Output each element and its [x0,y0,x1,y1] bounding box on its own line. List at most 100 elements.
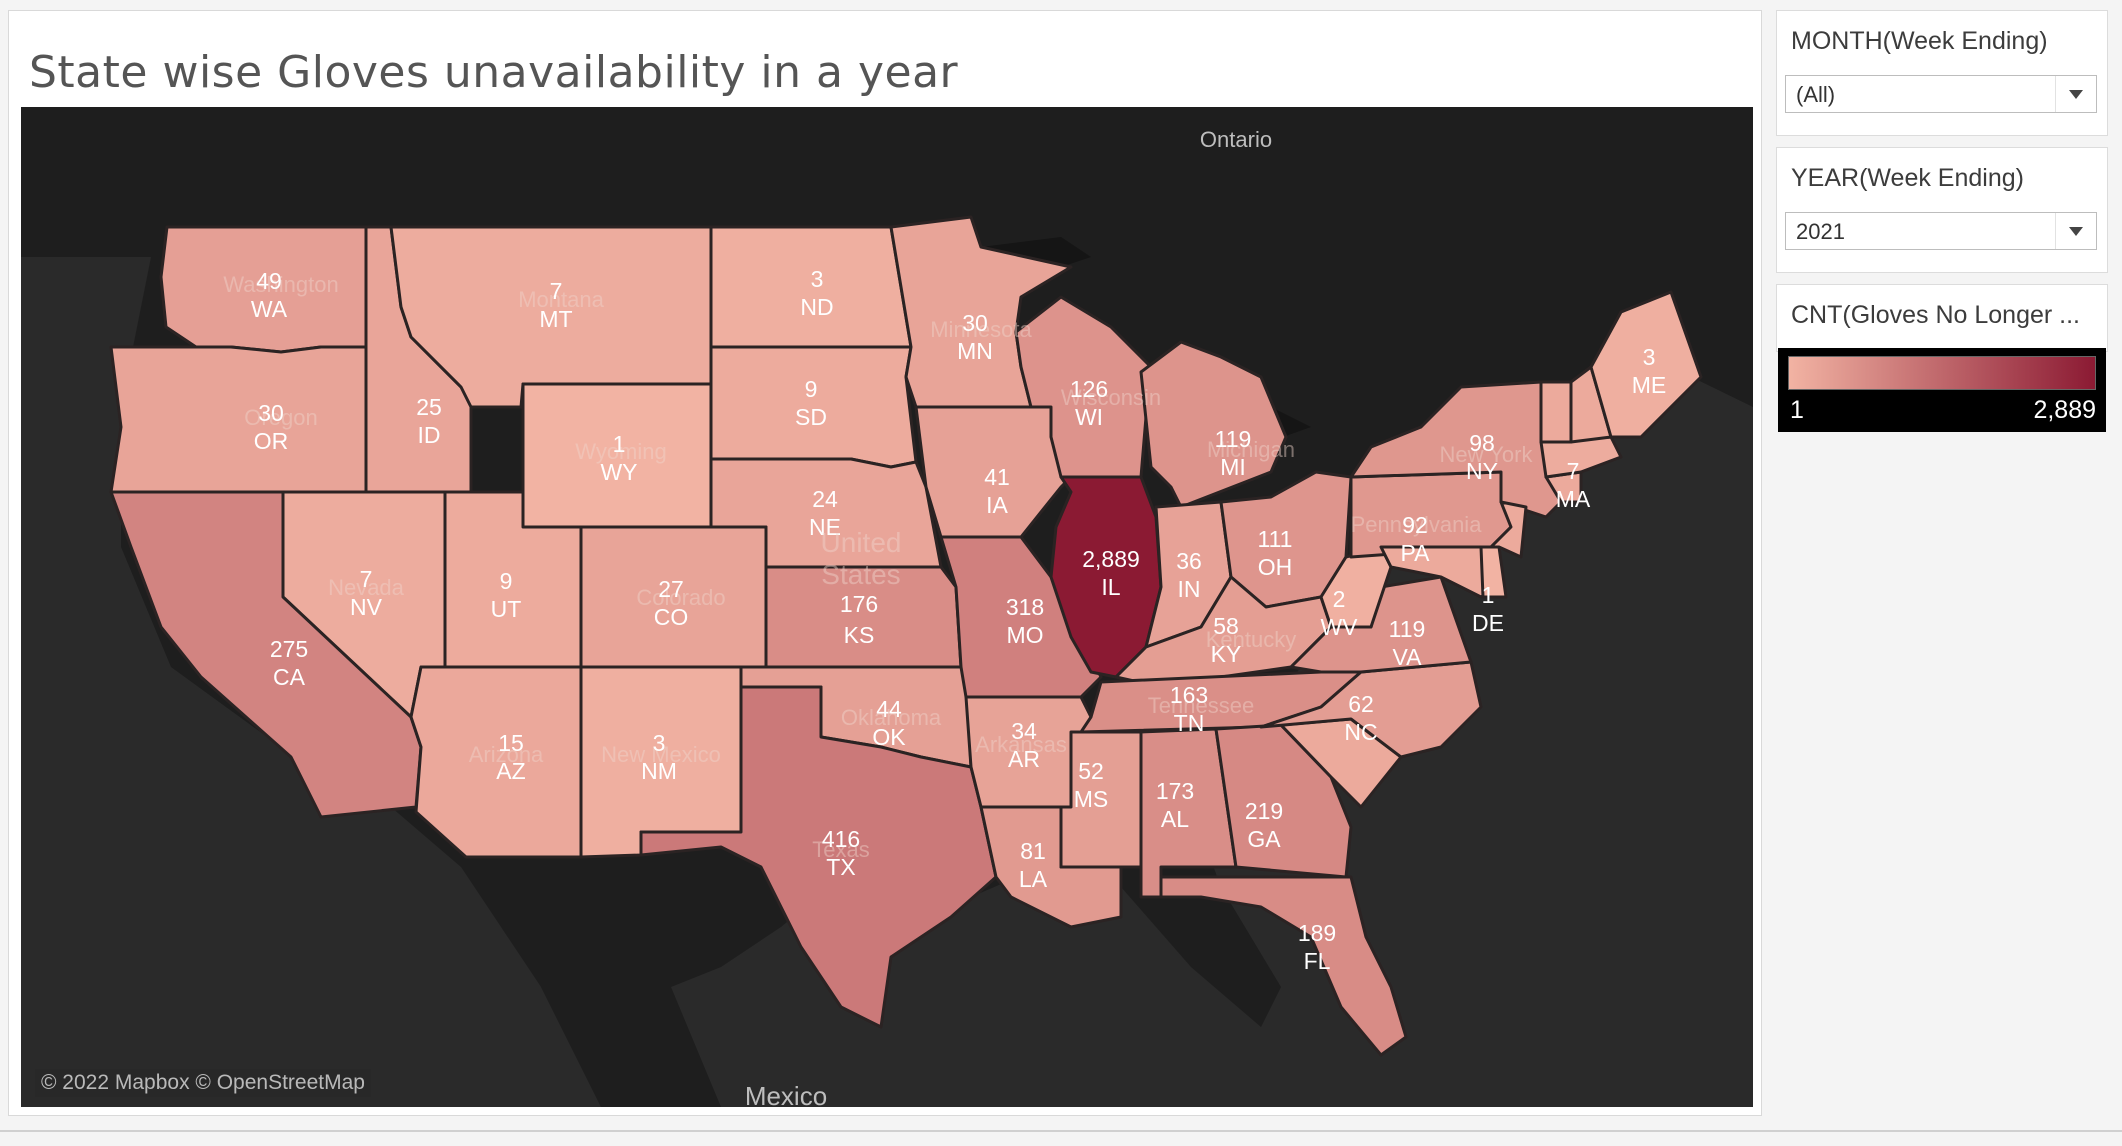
color-legend-card: CNT(Gloves No Longer ... [1776,284,2108,352]
label-wv-abbr: WV [1320,614,1358,640]
map-worksheet: State wise Gloves unavailability in a ye… [8,10,1762,1116]
label-nc-abbr: NC [1344,719,1377,745]
label-wv-value: 2 [1333,586,1346,612]
state-ca[interactable] [109,490,423,819]
label-ms-value: 52 [1078,758,1104,784]
label-az-abbr: AZ [496,758,525,784]
chevron-down-icon[interactable] [2055,213,2096,249]
label-tn-abbr: TN [1174,710,1205,736]
geo-label-united-states: United [821,527,902,558]
label-al-abbr: AL [1161,806,1189,832]
label-pa-abbr: PA [1401,540,1431,566]
ghost-montana: Montana [518,287,604,312]
label-or-abbr: OR [254,428,289,454]
dashboard-bottom-border [0,1130,2122,1132]
label-ca-value: 275 [270,636,308,662]
legend-max-value: 2,889 [2033,396,2096,424]
chevron-down-icon[interactable] [2055,76,2096,112]
label-nd-abbr: ND [800,294,833,320]
label-ne-value: 24 [812,486,838,512]
us-choropleth-map[interactable]: Washington Oregon Montana Wyoming Nevada… [21,107,1753,1107]
map-view[interactable]: Washington Oregon Montana Wyoming Nevada… [21,107,1753,1107]
label-oh-value: 111 [1258,526,1293,552]
ghost-nevada: Nevada [328,575,405,600]
label-va-abbr: VA [1393,644,1423,670]
ghost-wisconsin: Wisconsin [1061,385,1161,410]
label-ky-abbr: KY [1211,641,1242,667]
label-tn-value: 163 [1170,682,1208,708]
label-ny-abbr: NY [1466,458,1498,484]
label-ok-abbr: OK [872,724,906,750]
label-va-value: 119 [1389,616,1426,642]
label-in-value: 36 [1176,548,1202,574]
map-attribution[interactable]: © 2022 Mapbox © OpenStreetMap [35,1069,371,1097]
geo-label-ontario: Ontario [1200,127,1272,152]
state-mi[interactable] [1139,340,1288,509]
label-de-abbr: DE [1472,610,1504,636]
label-ia-value: 41 [984,464,1010,490]
ghost-arizona: Arizona [469,742,544,767]
label-wa-abbr: WA [251,296,288,322]
geo-label-mexico: Mexico [745,1081,827,1107]
state-nc[interactable] [1259,660,1483,759]
label-mo-value: 318 [1006,594,1044,620]
label-sd-abbr: SD [795,404,827,430]
state-or[interactable] [109,345,368,494]
label-ia-abbr: IA [986,492,1008,518]
year-filter-dropdown[interactable]: 2021 [1785,212,2097,250]
label-mn-abbr: MN [957,338,993,364]
label-nc-value: 62 [1348,691,1374,717]
state-tx[interactable] [639,685,998,1029]
state-il[interactable] [1049,475,1163,679]
states-layer [109,215,1703,1057]
label-nv-abbr: NV [350,594,383,620]
label-mt-value: 7 [550,278,563,304]
label-ks-abbr: KS [844,622,875,648]
label-nd-value: 3 [811,266,824,292]
ghost-wyoming: Wyoming [575,439,667,464]
label-ga-value: 219 [1245,798,1283,824]
label-ar-value: 34 [1011,718,1037,744]
label-me-value: 3 [1643,344,1656,370]
label-wi-value: 126 [1070,376,1108,402]
month-filter-dropdown[interactable]: (All) [1785,75,2097,113]
label-la-value: 81 [1020,838,1046,864]
label-id-value: 25 [416,394,442,420]
state-fl[interactable] [1159,875,1408,1057]
label-wa-value: 49 [256,268,282,294]
label-sd-value: 9 [805,376,818,402]
ghost-michigan: Michigan [1207,437,1295,462]
label-ca-abbr: CA [273,664,306,690]
label-co-value: 27 [658,576,684,602]
state-value-labels: 49 WA 30 OR 275 CA 25 ID 7 NV 7 MT 1 WY … [251,266,1666,974]
ghost-colorado: Colorado [636,585,725,610]
label-oh-abbr: OH [1258,554,1293,580]
state-vt[interactable] [1539,380,1573,444]
ghost-oklahoma: Oklahoma [841,705,942,730]
label-mt-abbr: MT [539,306,572,332]
label-ok-value: 44 [876,696,902,722]
label-ne-abbr: NE [809,514,841,540]
label-me-abbr: ME [1632,372,1667,398]
label-or-value: 30 [258,400,284,426]
state-me[interactable] [1589,290,1703,439]
label-id-abbr: ID [418,422,441,448]
label-mi-value: 119 [1215,426,1252,452]
ghost-oregon: Oregon [244,405,317,430]
label-nm-abbr: NM [641,758,677,784]
color-legend[interactable]: 1 2,889 [1778,348,2106,432]
label-fl-abbr: FL [1304,948,1331,974]
ghost-tennessee: Tennessee [1148,693,1254,718]
label-tx-abbr: TX [826,854,855,880]
state-nj[interactable] [1489,500,1528,559]
month-filter-card: MONTH(Week Ending) (All) [1776,10,2108,136]
ghost-washington: Washington [223,272,338,297]
basemap-state-names: Washington Oregon Montana Wyoming Nevada… [223,272,1533,862]
state-mo[interactable] [939,535,1103,699]
year-filter-card: YEAR(Week Ending) 2021 [1776,147,2108,273]
label-ny-value: 98 [1469,430,1495,456]
label-mi-abbr: MI [1220,454,1246,480]
legend-gradient-bar [1788,356,2096,390]
year-filter-label: YEAR(Week Ending) [1791,164,2024,192]
ghost-arkansas: Arkansas [975,732,1067,757]
